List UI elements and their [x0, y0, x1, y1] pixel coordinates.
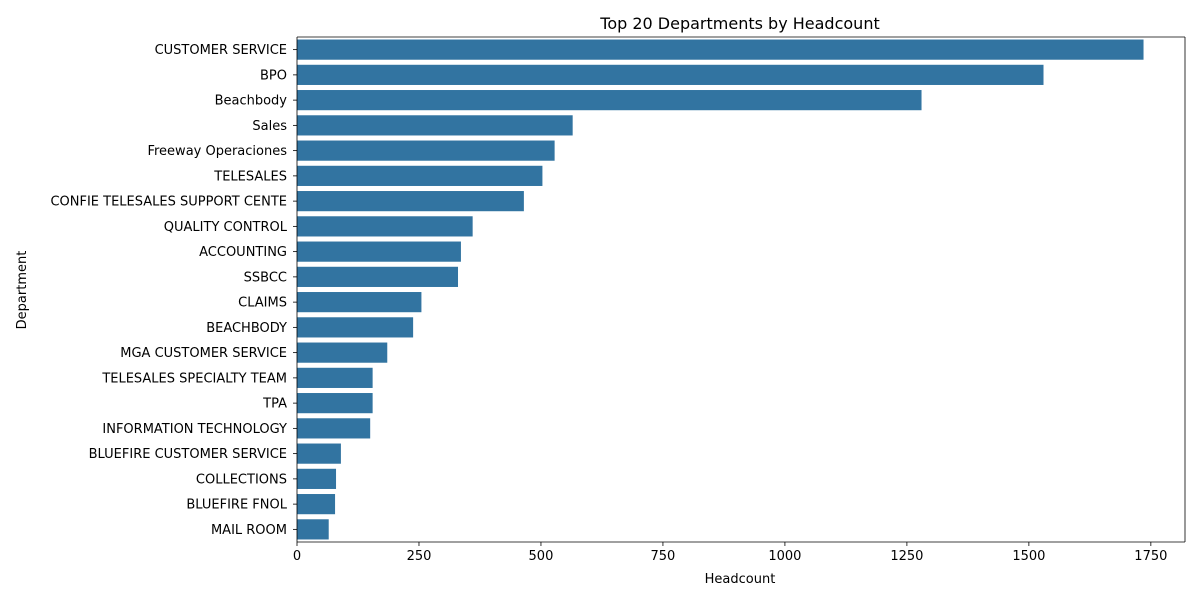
x-tick-label: 1250: [890, 549, 923, 564]
bar: [297, 519, 329, 540]
y-tick-label: COLLECTIONS: [196, 472, 287, 487]
bars-group: [297, 39, 1144, 540]
bar: [297, 266, 459, 287]
y-tick-label: CUSTOMER SERVICE: [155, 43, 287, 58]
y-tick-label: Sales: [252, 119, 287, 134]
x-tick-label: 1000: [768, 549, 801, 564]
bar: [297, 494, 336, 515]
bar: [297, 317, 414, 338]
bar: [297, 393, 373, 414]
x-tick-label: 500: [529, 549, 554, 564]
bar: [297, 367, 373, 388]
y-tick-label: Freeway Operaciones: [147, 144, 287, 159]
y-tick-label: BEACHBODY: [206, 321, 287, 336]
y-tick-label: TPA: [262, 397, 287, 412]
y-tick-label: MAIL ROOM: [211, 523, 287, 538]
bar: [297, 216, 473, 237]
x-tick-label: 750: [651, 549, 676, 564]
bar: [297, 443, 341, 464]
y-tick-label: QUALITY CONTROL: [164, 220, 288, 235]
x-axis-label: Headcount: [705, 572, 776, 587]
x-tick-label: 250: [407, 549, 432, 564]
y-tick-labels: CUSTOMER SERVICE BPO Beachbody Sales Freeway…: [50, 43, 297, 538]
bar: [297, 342, 388, 363]
y-tick-label: CONFIE TELESALES SUPPORT CENTE: [50, 195, 287, 210]
bar: [297, 90, 922, 111]
x-tick-label: 1500: [1012, 549, 1045, 564]
y-tick-label: SSBCC: [244, 270, 287, 285]
bar: [297, 292, 422, 313]
y-tick-label: ACCOUNTING: [199, 245, 287, 260]
y-tick-label: TELESALES SPECIALTY TEAM: [101, 371, 287, 386]
x-tick-labels: 0 250 500 750 1000 1250 1500 1750: [293, 542, 1167, 564]
y-axis-label: Department: [15, 251, 30, 330]
y-tick-label: TELESALES: [213, 169, 287, 184]
bar: [297, 64, 1044, 85]
chart-title: Top 20 Departments by Headcount: [599, 14, 879, 33]
y-tick-label: INFORMATION TECHNOLOGY: [102, 422, 287, 437]
y-tick-label: MGA CUSTOMER SERVICE: [120, 346, 287, 361]
x-tick-label: 0: [293, 549, 301, 564]
bar: [297, 191, 524, 212]
bar: [297, 241, 461, 262]
bar: [297, 140, 555, 161]
bar: [297, 165, 543, 186]
bar: [297, 39, 1144, 60]
x-tick-label: 1750: [1134, 549, 1167, 564]
y-tick-label: Beachbody: [215, 94, 288, 109]
axes-spines: [296, 36, 1186, 543]
bar: [297, 418, 371, 439]
y-tick-label: BLUEFIRE CUSTOMER SERVICE: [89, 447, 287, 462]
y-tick-label: BLUEFIRE FNOL: [186, 498, 287, 513]
y-tick-label: CLAIMS: [238, 296, 287, 311]
bar: [297, 115, 573, 136]
y-tick-label: BPO: [260, 68, 287, 83]
bar: [297, 468, 337, 489]
